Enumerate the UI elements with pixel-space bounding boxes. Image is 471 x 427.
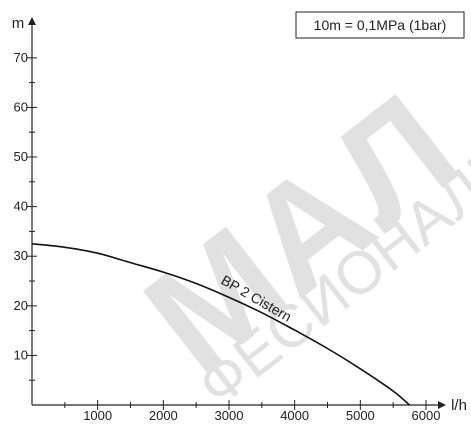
- x-tick-label: 5000: [346, 408, 375, 422]
- watermark-logo: МАЛ ФЕСИОНАЛН: [115, 62, 471, 419]
- y-tick-label: 30: [14, 248, 28, 263]
- y-tick-label: 60: [14, 99, 28, 114]
- y-tick-label: 50: [14, 149, 28, 164]
- x-tick-label: 6000: [412, 408, 441, 422]
- x-axis-arrow: [438, 401, 446, 409]
- y-tick-label: 40: [14, 199, 28, 214]
- x-tick-label: 2000: [149, 408, 178, 422]
- x-tick-label: 4000: [280, 408, 309, 422]
- unit-note: 10m = 0,1MPa (1bar): [295, 11, 465, 39]
- x-tick-label: 3000: [215, 408, 244, 422]
- x-tick-label: 1000: [83, 408, 112, 422]
- unit-note-box: [295, 11, 465, 39]
- ticks: 1000 2000 3000 4000 5000 6000 10 20 30 40 50 60 70: [14, 50, 441, 423]
- y-tick-label: 20: [14, 298, 28, 313]
- y-tick-label: 10: [14, 347, 28, 362]
- axes: [28, 17, 446, 409]
- y-tick-label: 70: [14, 50, 28, 65]
- y-axis-label: m: [12, 15, 25, 32]
- unit-note-text: 10m = 0,1MPa (1bar): [314, 17, 447, 33]
- x-axis-label: l/h: [451, 397, 467, 414]
- series-layer: [31, 243, 411, 406]
- series-line-0: [31, 243, 411, 406]
- y-axis-arrow: [28, 17, 36, 25]
